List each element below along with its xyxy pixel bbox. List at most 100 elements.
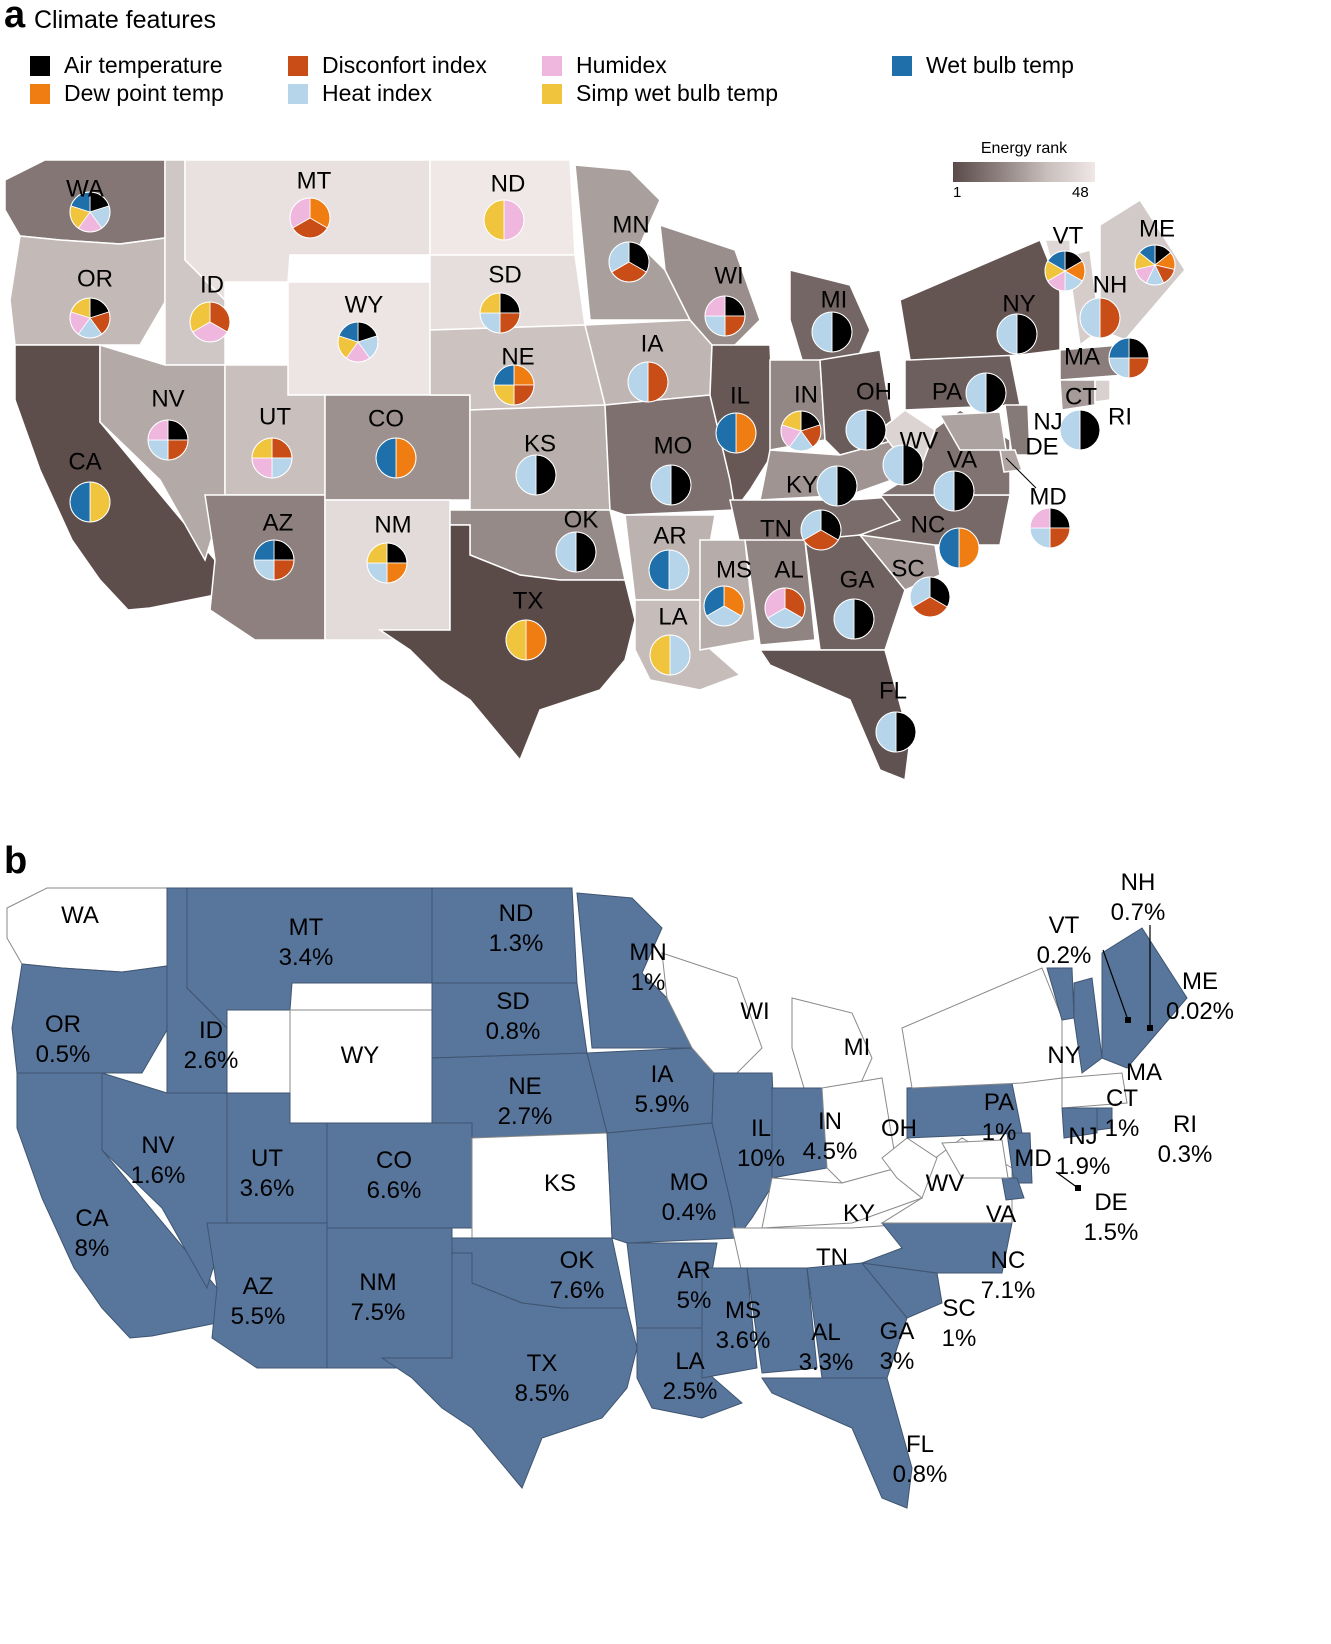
pie-outline-az bbox=[253, 539, 295, 581]
state-pct-pa: 1% bbox=[982, 1119, 1017, 1146]
pie-outline-nh bbox=[1079, 297, 1121, 339]
state-label-a-ny: NY bbox=[1002, 290, 1035, 317]
state-label-a-or: OR bbox=[77, 265, 113, 292]
pie-ks bbox=[515, 454, 557, 496]
pie-outline-mt bbox=[289, 197, 331, 239]
pie-ca bbox=[69, 481, 111, 523]
state-pct-ct: 1% bbox=[1105, 1115, 1140, 1142]
swatch-air-icon bbox=[30, 55, 50, 76]
state-pct-tx: 8.5% bbox=[515, 1380, 570, 1407]
state-label-b-ia: IA bbox=[651, 1061, 674, 1088]
pie-outline-ga bbox=[833, 598, 875, 640]
state-label-b-ms: MS bbox=[725, 1297, 761, 1324]
state-b-ga bbox=[806, 1262, 908, 1379]
climate-features-legend: Air temperature Dew point temp Disconfor… bbox=[30, 52, 1180, 114]
state-a-fl bbox=[758, 649, 911, 782]
state-label-b-ri: RI bbox=[1173, 1111, 1197, 1138]
state-label-b-id: ID bbox=[199, 1017, 223, 1044]
pie-outline-co bbox=[375, 437, 417, 479]
state-b-de bbox=[1001, 1177, 1025, 1201]
pie-outline-nd bbox=[483, 199, 525, 241]
legend-item-simp: Simp wet bulb temp bbox=[542, 80, 778, 107]
state-pct-nm: 7.5% bbox=[351, 1299, 406, 1326]
colorbar-min-label: 1 bbox=[953, 184, 962, 201]
state-pct-ar: 5% bbox=[677, 1287, 712, 1314]
pie-pa bbox=[965, 372, 1007, 414]
swatch-humi-icon bbox=[542, 55, 562, 76]
state-label-b-co: CO bbox=[376, 1147, 412, 1174]
state-pct-ut: 3.6% bbox=[240, 1175, 295, 1202]
panel-b-letter: b bbox=[4, 840, 28, 882]
pie-co bbox=[375, 437, 417, 479]
state-label-b-ne: NE bbox=[508, 1073, 541, 1100]
pie-outline-me bbox=[1134, 244, 1176, 286]
pie-nd bbox=[483, 199, 525, 241]
state-b-me bbox=[1101, 927, 1188, 1069]
pie-outline-ok bbox=[555, 531, 597, 573]
pie-wi bbox=[704, 295, 746, 337]
state-label-a-ut: UT bbox=[259, 403, 291, 430]
state-label-b-sd: SD bbox=[496, 988, 529, 1015]
state-label-a-sd: SD bbox=[488, 261, 521, 288]
state-label-b-tx: TX bbox=[527, 1350, 558, 1377]
legend-item-wet: Wet bulb temp bbox=[892, 52, 1074, 79]
leader-dot-nh bbox=[1147, 1025, 1153, 1031]
state-pct-me: 0.02% bbox=[1166, 998, 1234, 1025]
state-label-a-va: VA bbox=[947, 446, 977, 473]
state-label-b-fl: FL bbox=[906, 1431, 934, 1458]
state-b-ri bbox=[1096, 1107, 1113, 1131]
state-b-wa bbox=[6, 887, 168, 973]
state-label-a-vt: VT bbox=[1053, 222, 1084, 249]
pie-me bbox=[1134, 244, 1176, 286]
pie-outline-tx bbox=[505, 619, 547, 661]
state-label-a-ia: IA bbox=[641, 330, 664, 357]
legend-label-disc: Disconfort index bbox=[322, 52, 487, 78]
state-pct-de: 1.5% bbox=[1084, 1219, 1139, 1246]
state-label-a-in: IN bbox=[794, 381, 818, 408]
state-label-b-nj: NJ bbox=[1068, 1123, 1097, 1150]
state-a-nj bbox=[1004, 404, 1031, 456]
state-a-md bbox=[938, 411, 1007, 451]
pie-ok bbox=[555, 531, 597, 573]
state-pct-vt: 0.2% bbox=[1037, 942, 1092, 969]
pie-wa bbox=[69, 191, 111, 233]
pie-outline-wv bbox=[882, 444, 924, 486]
state-label-a-nm: NM bbox=[374, 511, 411, 538]
pie-tx bbox=[505, 619, 547, 661]
pie-al bbox=[764, 587, 806, 629]
legend-item-heat: Heat index bbox=[288, 80, 432, 107]
state-b-al bbox=[746, 1267, 818, 1374]
state-label-b-ut: UT bbox=[251, 1145, 283, 1172]
state-label-a-wy: WY bbox=[345, 291, 384, 318]
state-label-a-tn: TN bbox=[760, 515, 792, 542]
state-label-a-nd: ND bbox=[491, 170, 526, 197]
pie-outline-ny bbox=[996, 313, 1038, 355]
state-label-a-nc: NC bbox=[911, 511, 946, 538]
state-pct-sc: 1% bbox=[942, 1325, 977, 1352]
md-leader-line bbox=[1005, 457, 1037, 489]
pie-mi bbox=[811, 311, 853, 353]
pie-outline-ar bbox=[648, 549, 690, 591]
state-label-a-mt: MT bbox=[297, 167, 332, 194]
state-a-ri bbox=[1094, 379, 1111, 403]
pie-ga bbox=[833, 598, 875, 640]
colorbar-max-label: 48 bbox=[1072, 184, 1089, 201]
pie-ia bbox=[627, 361, 669, 403]
state-label-a-al: AL bbox=[774, 556, 803, 583]
pie-outline-id bbox=[189, 301, 231, 343]
state-label-a-fl: FL bbox=[879, 677, 907, 704]
state-a-wv bbox=[878, 409, 936, 472]
pie-outline-mn bbox=[608, 241, 650, 283]
state-label-b-me: ME bbox=[1182, 968, 1218, 995]
state-label-b-oh: OH bbox=[881, 1115, 917, 1142]
pie-md bbox=[1029, 507, 1071, 549]
leader-line-md bbox=[1055, 1171, 1079, 1189]
state-label-b-ar: AR bbox=[677, 1257, 710, 1284]
state-label-a-ca: CA bbox=[68, 448, 101, 475]
state-label-a-nj: NJ bbox=[1033, 408, 1062, 435]
pie-outline-il bbox=[715, 412, 757, 454]
state-label-b-nc: NC bbox=[991, 1247, 1026, 1274]
leader-dot-vt bbox=[1125, 1017, 1131, 1023]
swatch-simp-icon bbox=[542, 83, 562, 104]
state-label-b-mn: MN bbox=[629, 939, 666, 966]
